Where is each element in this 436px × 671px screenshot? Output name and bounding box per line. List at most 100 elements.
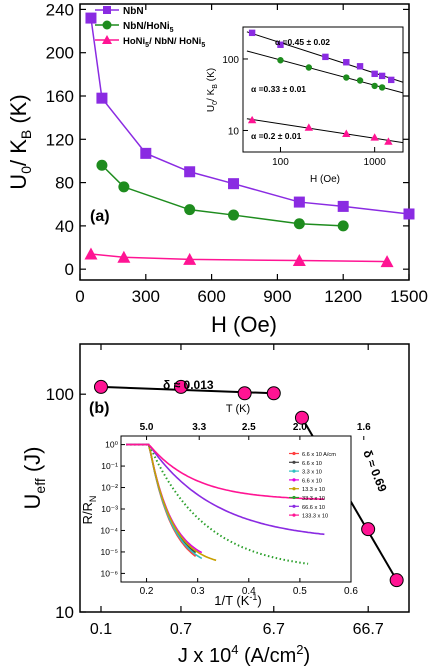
inset-b-ylabel: R/RN xyxy=(80,496,98,525)
inset-a-data-point xyxy=(277,57,284,64)
inset-a-data-point xyxy=(384,137,393,145)
inset-b-legend-marker xyxy=(292,504,296,508)
data-point xyxy=(293,196,305,208)
data-point xyxy=(173,379,188,394)
series-line-0 xyxy=(90,17,410,215)
inset-a-y-tick-label: 100 xyxy=(222,55,239,66)
x-tick-label: 900 xyxy=(263,287,291,306)
series-line-2 xyxy=(90,253,388,263)
x-tick-label: 1500 xyxy=(390,287,428,306)
x-tick-label: 1200 xyxy=(324,287,362,306)
inset-b-legend-marker xyxy=(292,487,296,491)
legend: NbN NbN/HoNi5 HoNi5/ NbN/ HoNi5 xyxy=(95,6,205,49)
y-tick-label: 80 xyxy=(55,174,74,193)
y-tick-label: 200 xyxy=(46,44,74,63)
inset-a-frame xyxy=(242,26,404,153)
data-point xyxy=(184,166,196,178)
x-tick-label: 0 xyxy=(75,287,84,306)
x-tick-label: 0.7 xyxy=(170,621,192,638)
inset-a-ylabel: U0/ KB (K) xyxy=(206,68,219,112)
inset-b-y-tick-label: 10⁻⁴ xyxy=(100,525,118,535)
inset-b-legend-label: 13.3 x 10 xyxy=(302,487,325,493)
y-tick-label: 40 xyxy=(55,217,74,236)
inset-a-annotation-1: α =0.45 ± 0.02 xyxy=(275,37,330,47)
inset-b-legend: 6.6 x 10 A/cm 6.6 x 10 3.3 x 10 6.6 x 10 13.… xyxy=(289,451,336,520)
data-point xyxy=(118,181,130,193)
x-tick-label: 66.7 xyxy=(353,621,384,638)
inset-b-legend-label: 33.3 x 10 xyxy=(302,496,325,502)
inset-b-y-tick-label: 10⁻⁵ xyxy=(101,547,118,557)
data-point xyxy=(403,208,415,220)
panel-a-frame xyxy=(79,3,410,281)
data-point xyxy=(228,209,240,221)
inset-a-data-point xyxy=(277,41,284,48)
data-point xyxy=(380,255,394,268)
inset-b-legend-marker xyxy=(292,469,296,473)
data-point xyxy=(337,220,349,232)
inset-a-data-point xyxy=(378,84,386,91)
inset-a-data-point xyxy=(371,82,378,90)
data-point xyxy=(93,379,108,394)
inset-b-legend-marker xyxy=(292,495,296,500)
data-point xyxy=(337,200,349,212)
inset-a-data-point xyxy=(247,115,257,124)
inset-b-legend-marker xyxy=(292,513,296,517)
panel-a-xlabel: H (Oe) xyxy=(211,312,277,337)
y-tick-label: 100 xyxy=(46,385,74,404)
series-line-1 xyxy=(101,164,344,227)
x-tick-label: 0.1 xyxy=(90,621,112,638)
panel-b-frame xyxy=(79,343,410,613)
data-point xyxy=(140,147,152,159)
inset-a-x-tick-label: 1000 xyxy=(364,157,387,168)
data-point xyxy=(183,252,197,265)
data-point xyxy=(293,218,305,230)
data-point xyxy=(85,12,97,24)
y-tick-label: 240 xyxy=(46,0,74,19)
inset-a-plot: 100 1000 10 100 xyxy=(222,29,404,168)
y-tick-label: 120 xyxy=(46,130,74,149)
inset-a-data-point xyxy=(388,76,395,84)
panel-b: 0.1 0.7 6.7 66.7 10 100 (b) δ ≈ 0.013 δ ≈ 0.6… xyxy=(20,343,410,667)
inset-b-x-tick-label: 0.6 xyxy=(344,586,358,597)
data-point xyxy=(389,573,404,588)
inset-b-legend-label: 66.6 x 10 xyxy=(302,505,325,511)
panel-a-plot xyxy=(84,12,415,268)
inset-a-annotation-2: α =0.33 ± 0.01 xyxy=(251,84,306,94)
inset-b-legend-label: 133.3 x 10 xyxy=(302,514,328,520)
inset-a-xlabel: H (Oe) xyxy=(310,174,340,185)
inset-b-top-tick-label: 3.3 xyxy=(192,422,206,433)
data-point xyxy=(266,386,281,401)
panel-a-tag: (a) xyxy=(90,208,110,225)
data-point xyxy=(84,247,98,260)
resistance-curve-6 xyxy=(126,443,325,536)
inset-a-data-point xyxy=(356,63,364,70)
legend-marker-nbn-honi5 xyxy=(102,20,112,30)
inset-b-legend-marker xyxy=(292,460,296,464)
inset-a-x-tick-label: 100 xyxy=(272,157,289,168)
panel-a-inset: 100 1000 10 100 α =0.45 ± 0.02 α =0.33 ± 0.… xyxy=(206,26,404,185)
inset-b-y-tick-label: 10⁻⁶ xyxy=(101,568,118,578)
inset-a-data-point xyxy=(343,59,350,66)
data-point xyxy=(228,178,240,190)
inset-b-frame xyxy=(120,435,352,583)
inset-b-x-tick-label: 0.2 xyxy=(140,586,154,597)
panel-b-xlabel: J x 104 (A/cm2) xyxy=(178,642,310,667)
inset-a-data-point xyxy=(378,72,386,80)
data-point xyxy=(294,410,309,425)
legend-label-trilayer: HoNi5/ NbN/ HoNi5 xyxy=(123,36,205,49)
inset-b-y-tick-label: 10⁰ xyxy=(105,440,118,450)
inset-b-legend-label: 6.6 x 10 xyxy=(302,478,322,484)
inset-a-data-point xyxy=(343,74,350,81)
inset-a-annotation-3: α =0.2 ± 0.01 xyxy=(251,131,302,141)
panel-a-ylabel: U0/ KB (K) xyxy=(6,94,34,189)
inset-b-legend-label: 6.6 x 10 A/cm xyxy=(302,452,336,458)
inset-a-data-point xyxy=(322,53,329,61)
inset-a-data-point xyxy=(371,70,378,78)
inset-b-x-tick-label: 0.4 xyxy=(242,586,256,597)
inset-b-y-tick-label: 10⁻² xyxy=(101,483,118,493)
inset-a-data-point xyxy=(342,129,351,137)
panel-b-ticks: 0.1 0.7 6.7 66.7 10 100 xyxy=(46,344,384,638)
x-tick-label: 6.7 xyxy=(263,621,285,638)
delta-annotation-1: δ ≈ 0.013 xyxy=(163,378,214,392)
inset-a-data-point xyxy=(248,29,256,37)
